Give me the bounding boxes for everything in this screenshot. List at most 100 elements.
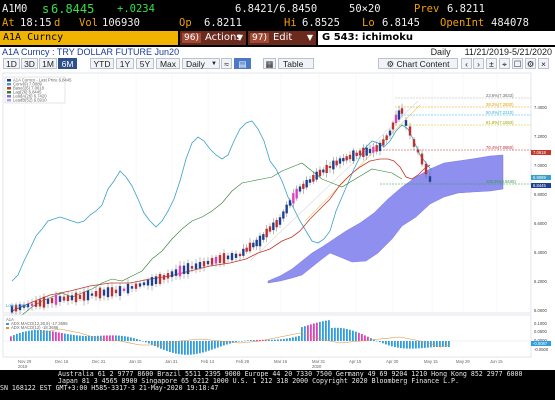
chart-legend: A1A Curncy - Last Price 6.8445 Conv(9) 7… (7, 78, 72, 103)
candle-body (142, 282, 146, 286)
range-button-1y[interactable]: 1Y (116, 58, 134, 69)
candle-body (252, 242, 255, 248)
range-button-5y[interactable]: 5Y (136, 58, 154, 69)
candle-body (368, 148, 372, 154)
range-button-max[interactable]: Max (156, 58, 180, 69)
macd-bar (418, 341, 420, 349)
candle-body (355, 152, 358, 156)
macd-bar (139, 339, 141, 341)
macd-bar (148, 341, 150, 344)
edit-menu-button[interactable]: 97) Edit ▼ (248, 31, 316, 45)
price-badge-last (531, 183, 551, 188)
bid-ask-size: 50×20 (349, 3, 381, 15)
macd-bar (85, 335, 87, 341)
macd-bar (343, 328, 345, 341)
macd-bar (25, 331, 27, 341)
candle-body (404, 120, 408, 126)
range-button-ytd[interactable]: YTD (90, 58, 114, 69)
macd-bar (256, 339, 258, 341)
candle-body (66, 295, 70, 302)
macd-bar (43, 330, 45, 341)
macd-bar (154, 341, 156, 347)
frequency-select[interactable]: Daily ▼ (182, 58, 220, 69)
date-tick: Mar 16 (274, 359, 288, 364)
nav-left-icon[interactable]: ‹ (461, 58, 472, 69)
macd-bar (286, 338, 288, 341)
macd-tick: -0.0500 (534, 347, 549, 352)
actions-menu-button[interactable]: 96) Actions ▼ (180, 31, 246, 45)
chart-style-icon[interactable]: ▤ (234, 58, 251, 69)
legend-swatch-conv (7, 83, 11, 86)
candle-body (262, 234, 265, 240)
macd-bar (76, 335, 78, 341)
close-icon[interactable]: × (538, 58, 549, 69)
candle-body (70, 295, 74, 301)
macd-bar (247, 340, 249, 341)
fib-label-23: 23.6%(7.3633) (486, 93, 514, 98)
function-title: G 543: ichimoku (318, 31, 555, 45)
macd-legend-main: ADX MACD(12,26,9) -17.3596 (11, 321, 68, 326)
frequency-value: Daily (186, 59, 205, 69)
date-tick: Dec 31 (92, 359, 106, 364)
nav-right-icon[interactable]: › (473, 58, 484, 69)
candle-body (385, 135, 388, 140)
date-range[interactable]: 11/21/2019-5/21/2020 (464, 47, 552, 57)
macd-bar (271, 339, 273, 341)
macd-label: A1A (6, 317, 14, 322)
zoom-icon[interactable]: ± (486, 58, 497, 69)
line-style-icon[interactable]: ≈ (221, 58, 232, 69)
range-button-6m[interactable]: 6M (58, 58, 77, 69)
macd-bar (220, 341, 222, 347)
conversion-line (11, 120, 433, 282)
candle-body (295, 188, 298, 199)
range-button-3d[interactable]: 3D (21, 58, 38, 69)
table-icon[interactable]: ▦ (263, 58, 276, 69)
crosshair-icon[interactable]: ⌖ (499, 58, 510, 69)
candle-body (10, 305, 14, 313)
legend-lag: Lag(26) 6.8445 (13, 90, 42, 95)
candle-body (182, 265, 186, 274)
macd-bar (241, 341, 243, 342)
candle-body (62, 296, 66, 301)
macd-bar (226, 341, 228, 345)
footer-line-1: Australia 61 2 9777 8600 Brazil 5511 239… (58, 370, 523, 378)
expand-icon[interactable]: ☐ (512, 58, 523, 69)
macd-bar (133, 338, 135, 341)
macd-bar (301, 327, 303, 341)
macd-bar (172, 341, 174, 353)
macd-bar (280, 339, 282, 341)
candle-body (106, 287, 110, 298)
candle-body (258, 235, 262, 247)
candle-body (150, 277, 154, 286)
gear-icon: ⚙ (386, 59, 395, 69)
fib-label-38: 38.2%(7.2830) (486, 102, 514, 107)
macd-bar (382, 341, 384, 344)
fibonacci-lines (249, 97, 531, 262)
macd-bar (181, 341, 183, 355)
range-button-1m[interactable]: 1M (39, 58, 57, 69)
candle-body (14, 304, 18, 312)
table-button[interactable]: Table (278, 58, 314, 69)
candle-body (338, 158, 342, 164)
security-input[interactable]: A1A Curncy (0, 31, 178, 45)
settings-icon[interactable]: ⚙ (525, 58, 536, 69)
chart-content-button[interactable]: ⚙ Chart Content (378, 58, 458, 69)
macd-tick: 0.0000 (534, 338, 547, 343)
price-tick: 6.2000 (534, 279, 547, 284)
macd-bar (91, 335, 93, 341)
candle-body (312, 174, 315, 182)
year-tick: 2020 (312, 364, 322, 369)
macd-bar (115, 335, 117, 341)
macd-badge-text: -0.0087 (533, 341, 548, 346)
candle-body (378, 142, 382, 152)
price-tick: 6.0000 (534, 308, 547, 313)
candle-body (54, 294, 58, 305)
macd-bar (355, 331, 357, 341)
last-price: 6.8445 (51, 2, 95, 16)
candle-body (394, 114, 398, 124)
candle-body (118, 286, 122, 296)
range-button-1d[interactable]: 1D (3, 58, 20, 69)
macd-bar (397, 341, 399, 348)
macd-bar (22, 332, 24, 341)
candle-body (308, 179, 312, 183)
